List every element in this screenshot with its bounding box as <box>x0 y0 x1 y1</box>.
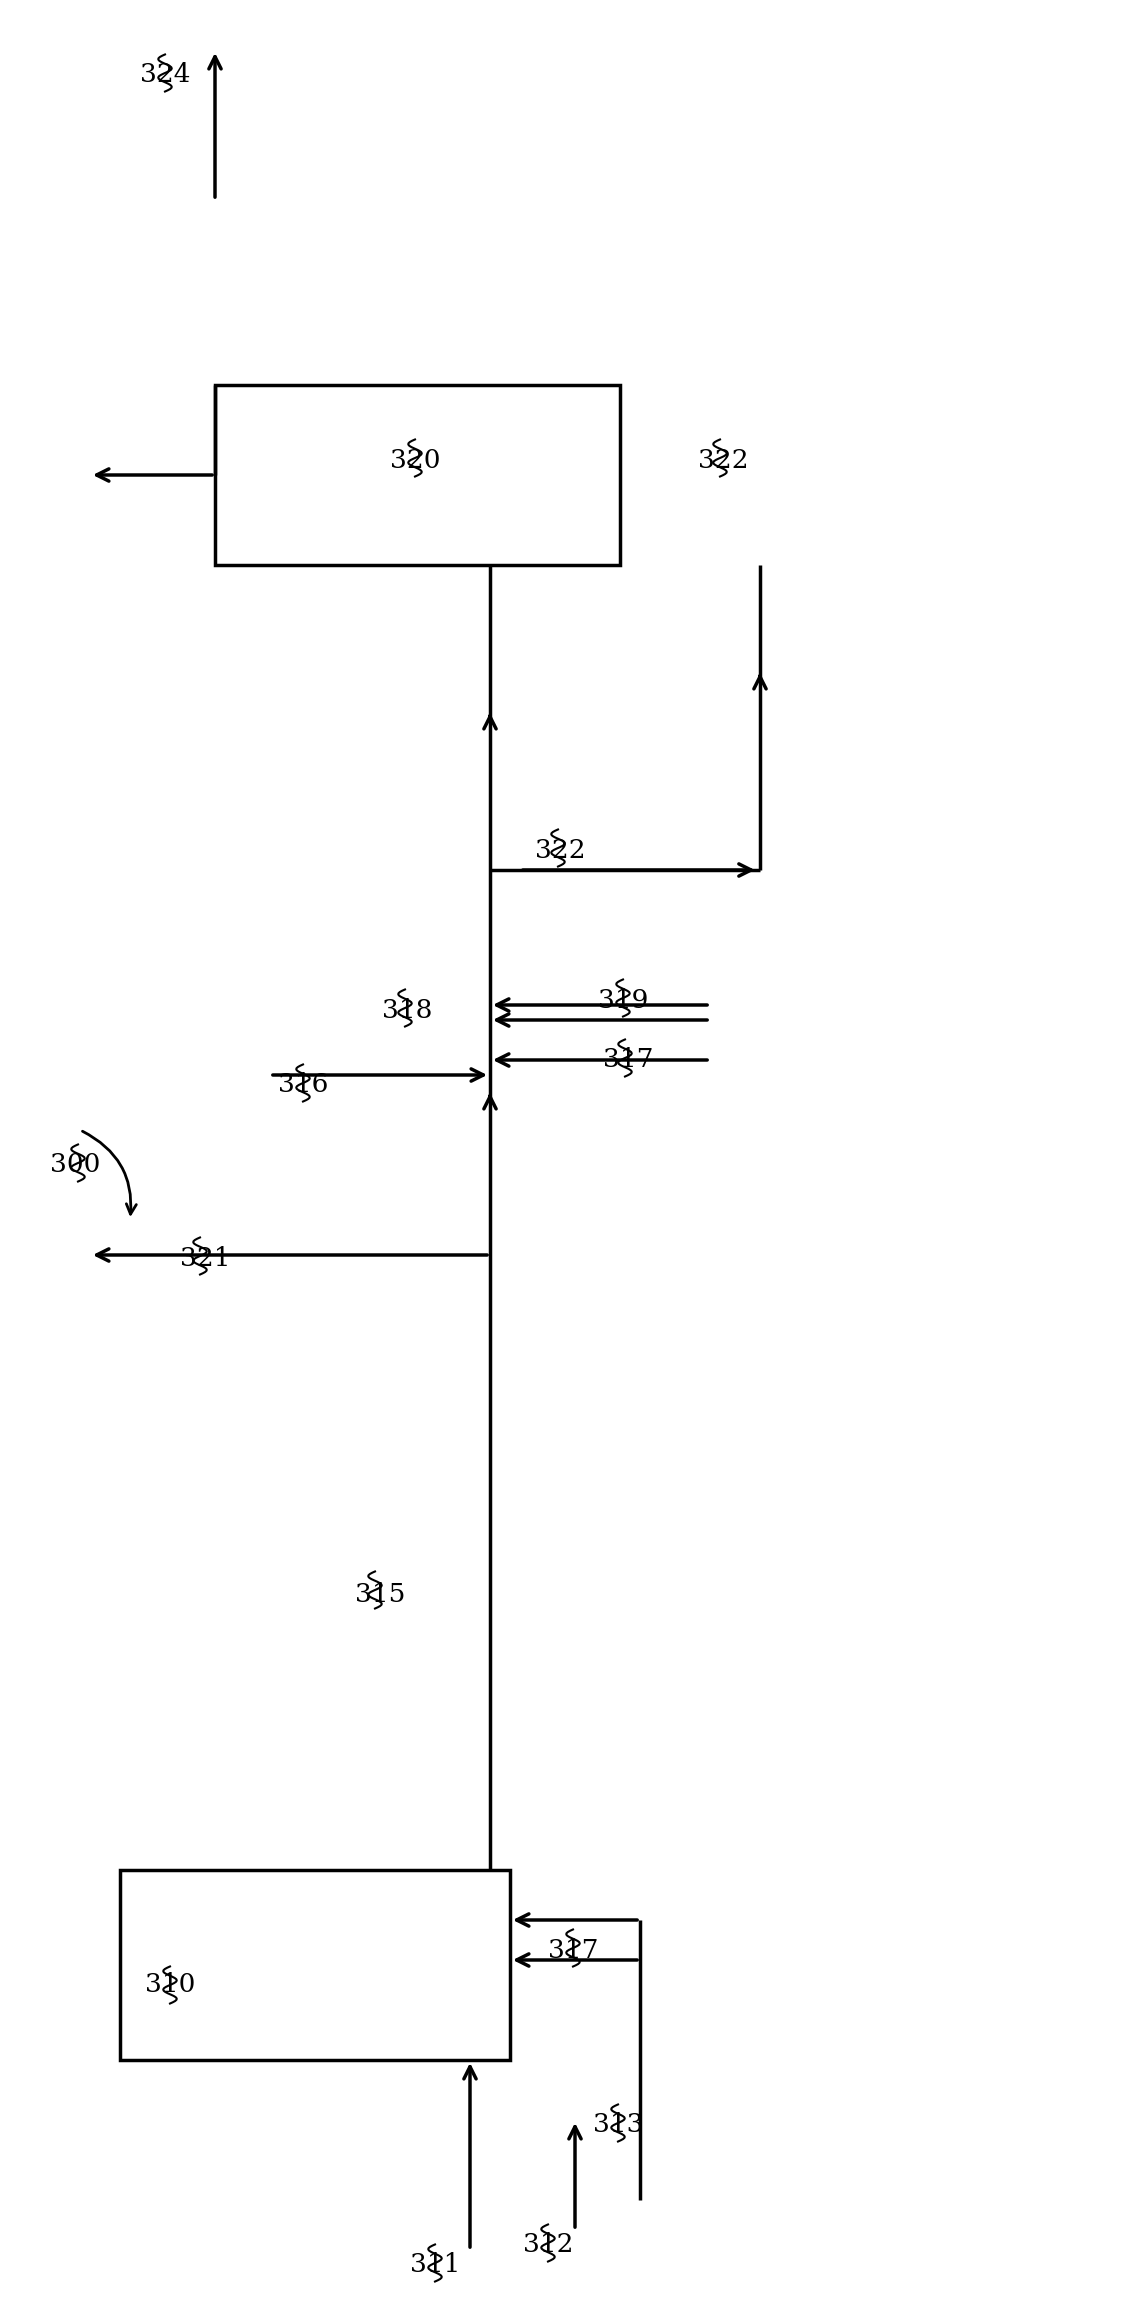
Text: 316: 316 <box>278 1073 328 1098</box>
Text: 310: 310 <box>145 1972 196 1997</box>
Text: 300: 300 <box>50 1152 101 1177</box>
Text: 315: 315 <box>355 1583 405 1608</box>
Text: 322: 322 <box>698 447 748 473</box>
Text: 320: 320 <box>391 447 440 473</box>
Bar <box>215 385 620 565</box>
Text: 324: 324 <box>140 63 190 88</box>
Text: 318: 318 <box>381 999 432 1022</box>
Text: 317: 317 <box>548 1937 599 1962</box>
Text: 317: 317 <box>603 1047 653 1073</box>
Text: 313: 313 <box>593 2113 643 2139</box>
Bar <box>120 1870 511 2060</box>
Text: 319: 319 <box>598 987 649 1013</box>
Text: 322: 322 <box>535 836 585 862</box>
Text: 312: 312 <box>523 2234 574 2257</box>
Text: 311: 311 <box>410 2252 461 2278</box>
Text: 321: 321 <box>180 1247 231 1270</box>
